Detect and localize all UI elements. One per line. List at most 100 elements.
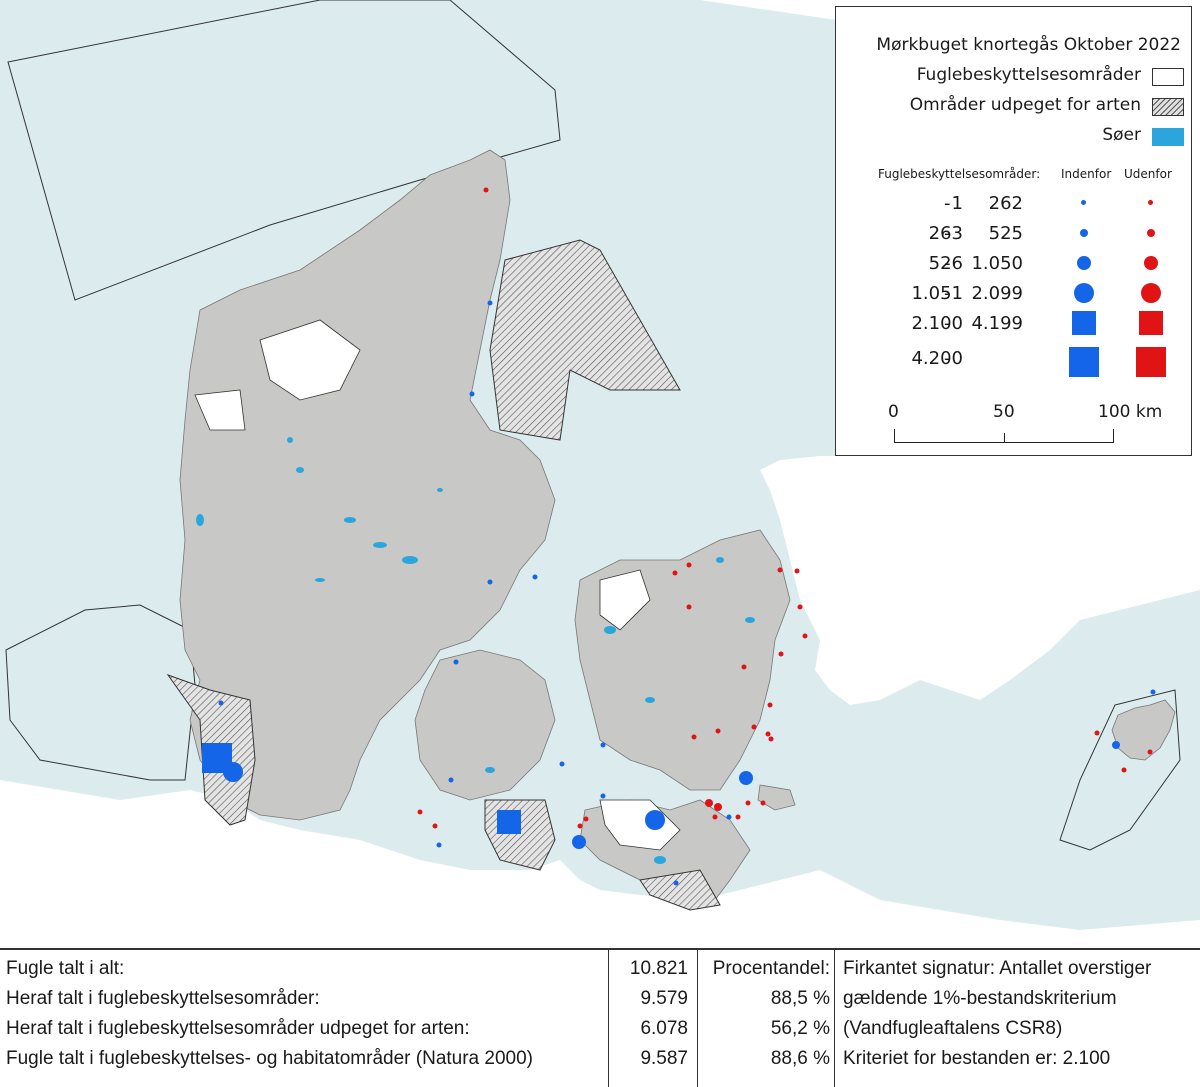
outside-observation-symbol[interactable] xyxy=(767,702,773,708)
outside-observation-symbol[interactable] xyxy=(797,604,803,610)
protected-area-west-coast xyxy=(194,389,246,431)
inside-observation-symbol[interactable] xyxy=(453,659,459,665)
outside-observation-symbol[interactable] xyxy=(686,604,692,610)
row-note: Firkantet signatur: Antallet overstiger xyxy=(843,958,1152,979)
legend-inside-symbol xyxy=(1081,200,1086,205)
legend-designated-label: Områder udpeget for arten xyxy=(909,95,1141,115)
protected-area-north-sea xyxy=(7,0,561,301)
row-percent: Procentandel: xyxy=(712,958,830,979)
table-row: Fugle talt i alt: 10.821 Procentandel: F… xyxy=(0,954,1200,984)
inside-observation-symbol[interactable] xyxy=(1150,689,1156,695)
class-dash: - xyxy=(944,193,951,214)
class-low: 1.051 xyxy=(911,283,963,304)
row-label: Heraf talt i fuglebeskyttelsesområder ud… xyxy=(6,1018,470,1039)
designated-area-kattegat xyxy=(489,239,681,441)
row-percent: 56,2 % xyxy=(770,1018,830,1039)
inside-observation-symbol[interactable] xyxy=(218,700,224,706)
outside-observation-symbol[interactable] xyxy=(417,809,423,815)
outside-observation-symbol[interactable] xyxy=(483,187,489,193)
inside-observation-symbol[interactable] xyxy=(487,300,493,306)
outside-observation-symbol[interactable] xyxy=(715,728,721,734)
inside-observation-symbol[interactable] xyxy=(645,810,665,830)
outside-observation-symbol[interactable] xyxy=(714,803,722,811)
protected-area-isefjord xyxy=(599,569,651,631)
inside-observation-symbol[interactable] xyxy=(572,835,586,849)
legend-outside-symbol xyxy=(1148,200,1153,205)
outside-observation-symbol[interactable] xyxy=(768,736,774,742)
outside-observation-symbol[interactable] xyxy=(778,651,784,657)
legend-outside-symbol xyxy=(1136,347,1166,377)
legend-inside-symbol xyxy=(1074,283,1094,303)
table-divider xyxy=(608,950,609,1087)
summary-table: Fugle talt i alt: 10.821 Procentandel: F… xyxy=(0,948,1200,1087)
outside-observation-symbol[interactable] xyxy=(741,664,747,670)
protected-area-limfjord xyxy=(259,319,361,401)
legend-outside-symbol xyxy=(1144,256,1158,270)
inside-observation-symbol[interactable] xyxy=(487,579,493,585)
outside-observation-symbol[interactable] xyxy=(760,800,766,806)
inside-observation-symbol[interactable] xyxy=(448,777,454,783)
outside-observation-symbol[interactable] xyxy=(751,724,757,730)
outside-observation-symbol[interactable] xyxy=(802,633,808,639)
outside-observation-symbol[interactable] xyxy=(432,823,438,829)
inside-observation-symbol[interactable] xyxy=(436,842,442,848)
outside-observation-symbol[interactable] xyxy=(705,799,713,807)
legend-outside-label: Udenfor xyxy=(1124,167,1172,181)
class-high: 4.199 xyxy=(971,313,1023,334)
outside-observation-symbol[interactable] xyxy=(691,734,697,740)
inside-observation-symbol[interactable] xyxy=(497,810,521,834)
moen-island xyxy=(757,784,796,811)
outside-observation-symbol[interactable] xyxy=(577,823,583,829)
inside-observation-symbol[interactable] xyxy=(673,880,679,886)
outside-observation-symbol[interactable] xyxy=(794,568,800,574)
inside-observation-symbol[interactable] xyxy=(223,762,243,782)
outside-observation-symbol[interactable] xyxy=(735,814,741,820)
outside-observation-symbol[interactable] xyxy=(1121,767,1127,773)
inside-observation-symbol[interactable] xyxy=(600,793,606,799)
outside-observation-symbol[interactable] xyxy=(745,800,751,806)
class-dash: - xyxy=(944,283,951,304)
legend-outside-symbol xyxy=(1139,311,1163,335)
inside-observation-symbol[interactable] xyxy=(532,574,538,580)
scale-tick-50: 50 xyxy=(993,402,1015,422)
outside-observation-symbol[interactable] xyxy=(712,814,718,820)
row-percent: 88,6 % xyxy=(770,1048,830,1069)
row-value: 10.821 xyxy=(629,958,688,979)
legend-lakes-swatch xyxy=(1152,128,1184,146)
bornholm-island xyxy=(1111,699,1176,761)
class-high: 2.099 xyxy=(971,283,1023,304)
outside-observation-symbol[interactable] xyxy=(765,731,771,737)
outside-observation-symbol[interactable] xyxy=(583,816,589,822)
outside-observation-symbol[interactable] xyxy=(686,562,692,568)
table-divider xyxy=(697,950,698,1087)
row-value: 6.078 xyxy=(640,1018,688,1039)
germany-landmass xyxy=(0,780,1200,948)
inside-observation-symbol[interactable] xyxy=(600,742,606,748)
legend-outside-symbol xyxy=(1141,283,1161,303)
jutland-landmass xyxy=(179,149,556,821)
class-dash: - xyxy=(944,348,951,369)
outside-observation-symbol[interactable] xyxy=(777,567,783,573)
scale-tick-0: 0 xyxy=(888,402,899,422)
legend-title: Mørkbuget knortegås Oktober 2022 xyxy=(876,35,1181,55)
class-low: 526 xyxy=(928,253,963,274)
outside-observation-symbol[interactable] xyxy=(1147,749,1153,755)
map[interactable]: Mørkbuget knortegås Oktober 2022 Fuglebe… xyxy=(0,0,1200,948)
class-low: 1 xyxy=(951,193,963,214)
row-label: Fugle talt i alt: xyxy=(6,958,125,979)
inside-observation-symbol[interactable] xyxy=(1112,741,1120,749)
class-low: 2.100 xyxy=(911,313,963,334)
scale-tick-100: 100 km xyxy=(1098,402,1163,422)
inside-observation-symbol[interactable] xyxy=(559,761,565,767)
legend-lakes-label: Søer xyxy=(1102,125,1141,145)
protected-area-bornholm xyxy=(1059,689,1181,851)
outside-observation-symbol[interactable] xyxy=(672,570,678,576)
table-divider xyxy=(834,950,835,1087)
inside-observation-symbol[interactable] xyxy=(726,814,732,820)
inside-observation-symbol[interactable] xyxy=(469,391,475,397)
legend-inside-symbol xyxy=(1080,229,1088,237)
legend-protected-swatch xyxy=(1152,68,1184,86)
table-row: Heraf talt i fuglebeskyttelsesområder ud… xyxy=(0,1014,1200,1044)
outside-observation-symbol[interactable] xyxy=(1094,730,1100,736)
inside-observation-symbol[interactable] xyxy=(739,771,753,785)
